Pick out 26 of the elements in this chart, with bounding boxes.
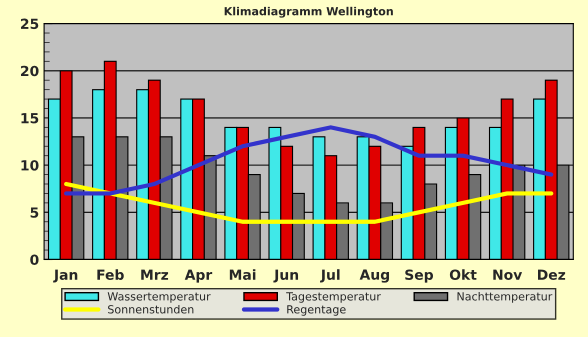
x-tick-label: Apr	[184, 270, 212, 283]
legend-label: Nachttemperatur	[458, 292, 552, 303]
x-tick-label: Mai	[230, 269, 256, 280]
y-tick-label: 5	[30, 207, 38, 218]
line-series	[64, 182, 554, 224]
x-tick-label: Jul	[320, 269, 340, 283]
y-tick-label: 15	[21, 113, 38, 124]
x-tick-label: Feb	[97, 269, 124, 280]
x-tick-label: Mrz	[141, 270, 168, 280]
line-series	[64, 125, 554, 196]
y-tick-label: 20	[21, 66, 39, 76]
y-tick-label: 0	[30, 254, 39, 265]
y-tick-label: 25	[21, 18, 38, 30]
legend-label: Wassertemperatur	[108, 292, 211, 303]
x-tick-label: Dez	[538, 270, 566, 280]
legend-label: Regentage	[287, 305, 346, 316]
x-tick-label: Aug	[360, 270, 389, 283]
x-tick-label: Okt	[450, 269, 477, 280]
legend-label: Sonnenstunden	[108, 304, 194, 314]
chart-title: Klimadiagramm Wellington	[224, 6, 393, 18]
x-tick-label: Nov	[493, 270, 522, 280]
x-tick-label: Sep	[405, 269, 434, 283]
y-tick-label: 10	[21, 160, 39, 171]
legend-label: Tagestemperatur	[286, 292, 381, 303]
x-tick-label: Jun	[273, 270, 298, 283]
x-tick-label: Jan	[53, 270, 78, 283]
